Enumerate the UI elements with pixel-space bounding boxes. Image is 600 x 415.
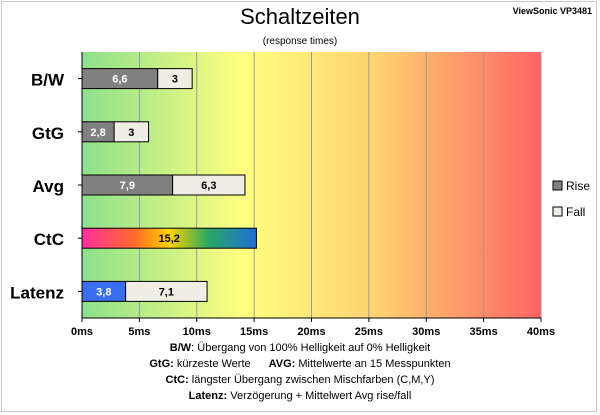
footer-bw-label: B/W (170, 342, 191, 354)
footer-line-2: GtG: kürzeste Werte AVG: Mittelwerte an 1… (0, 356, 600, 372)
bar-label-fall: 3 (172, 74, 178, 86)
legend-swatch-rise (553, 181, 562, 190)
x-tick-label: 15ms (240, 326, 268, 338)
footer-gtg-text: kürzeste Werte (174, 358, 251, 370)
footer-gtg-label: GtG: (149, 358, 173, 370)
footer-avg-text: Mittelwerte an 15 Messpunkten (295, 358, 450, 370)
bar-label-ctc: 15,2 (158, 233, 179, 245)
x-tick-label: 5ms (128, 326, 150, 338)
footer-ctc-text: längster Übergang zwischen Mischfarben (… (189, 374, 435, 386)
x-tick-label: 10ms (183, 326, 211, 338)
x-tick-label: 30ms (412, 326, 440, 338)
footer-line-4: Latenz: Verzögerung + Mittelwert Avg ris… (0, 388, 600, 404)
bar-label-rise: 3,8 (96, 286, 111, 298)
bar-label-fall: 3 (128, 127, 134, 139)
footer-avg-label: AVG: (269, 358, 296, 370)
x-tick-label: 40ms (527, 326, 555, 338)
legend-label-fall: Fall (566, 205, 585, 219)
y-category-label: Latenz (10, 283, 64, 302)
x-tick-label: 0ms (71, 326, 93, 338)
bar-label-fall: 7,1 (159, 286, 174, 298)
legend-label-rise: Rise (566, 179, 590, 193)
bar-label-rise: 7,9 (120, 180, 135, 192)
footer-ctc-label: CtC: (166, 374, 189, 386)
footer-bw-text: : Übergang von 100% Helligkeit auf 0% He… (191, 342, 430, 354)
bar-label-rise: 2,8 (90, 127, 105, 139)
y-category-label: Avg (33, 177, 65, 196)
y-category-label: GtG (32, 124, 64, 143)
footer-latenz-text: Verzögerung + Mittelwert Avg rise/fall (227, 390, 411, 402)
x-tick-label: 35ms (470, 326, 498, 338)
x-tick-label: 25ms (355, 326, 383, 338)
footer-line-1: B/W: Übergang von 100% Helligkeit auf 0%… (0, 340, 600, 356)
bar-label-rise: 6,6 (112, 74, 127, 86)
x-tick-label: 20ms (297, 326, 325, 338)
footer-line-3: CtC: längster Übergang zwischen Mischfar… (0, 372, 600, 388)
footer-latenz-label: Latenz: (189, 390, 228, 402)
y-category-label: B/W (31, 71, 65, 90)
legend-swatch-fall (553, 207, 562, 216)
bar-label-fall: 6,3 (201, 180, 216, 192)
y-category-label: CtC (34, 230, 64, 249)
